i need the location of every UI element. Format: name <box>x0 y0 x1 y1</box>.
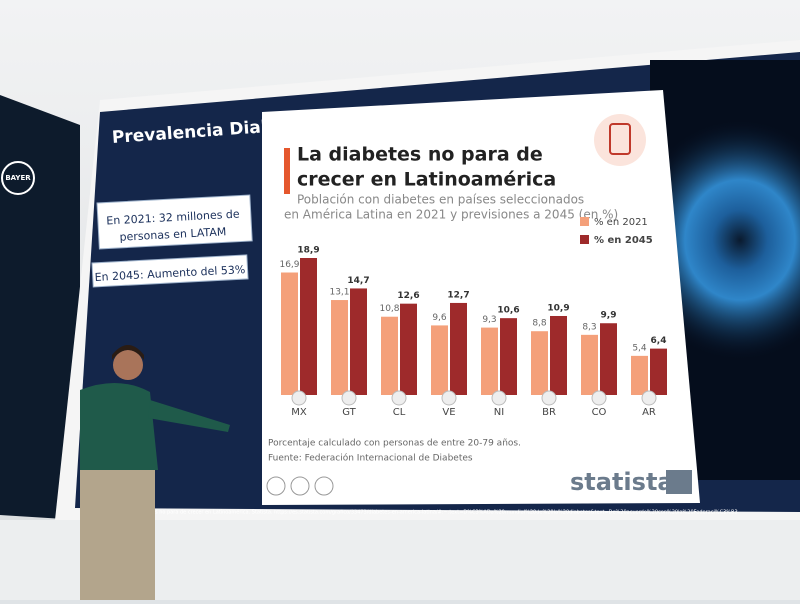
value-label: 18,9 <box>297 246 319 256</box>
bar <box>500 318 517 395</box>
legend-swatch <box>580 235 589 244</box>
bar <box>331 300 348 395</box>
flag <box>391 390 407 406</box>
chart-subtitle: Población con diabetes en países selecci… <box>297 193 584 207</box>
logo: BAYER <box>5 174 31 182</box>
callout-box <box>96 194 253 250</box>
flag <box>291 390 307 406</box>
value-label: 13,1 <box>329 288 349 298</box>
caption: tes no para de crecer en Latinoamérica. … <box>150 509 738 516</box>
icon <box>594 114 646 166</box>
bar <box>481 327 498 395</box>
value-label: 12,6 <box>397 291 419 301</box>
brand: statista <box>570 468 674 496</box>
value-label: 12,7 <box>447 290 469 300</box>
note: Porcentaje calculado con personas de ent… <box>268 439 521 449</box>
bar <box>431 325 448 395</box>
chart-title: La diabetes no para de <box>297 144 543 166</box>
x-tick-label: VE <box>442 407 455 418</box>
bar <box>350 288 367 395</box>
icon <box>609 123 631 155</box>
cc-icon <box>314 476 334 496</box>
x-tick-label: CO <box>592 407 607 418</box>
legend-swatch <box>580 217 589 226</box>
flag <box>441 390 457 406</box>
flag <box>341 390 357 406</box>
bar <box>581 334 598 395</box>
cc-icon <box>266 476 286 496</box>
value-label: 14,7 <box>347 276 369 286</box>
logo-ring <box>1 161 35 195</box>
callout: personas en LATAM <box>119 225 226 244</box>
bar <box>600 323 617 395</box>
bar <box>531 331 548 395</box>
bar <box>400 303 417 395</box>
bar <box>300 258 317 395</box>
chart-card <box>262 90 700 505</box>
bar <box>550 315 567 395</box>
title-accent <box>284 148 290 194</box>
value-label: 8,3 <box>582 322 596 332</box>
value-label: 6,4 <box>651 336 667 346</box>
x-tick-label: MX <box>291 407 307 418</box>
brand-icon <box>666 470 692 494</box>
x-tick-label: NI <box>494 407 504 418</box>
flag <box>541 390 557 406</box>
value-label: 16,9 <box>279 260 299 270</box>
legend-label: % en 2045 <box>594 235 653 246</box>
bar <box>450 302 467 395</box>
callout-box <box>91 254 249 288</box>
x-tick-label: GT <box>342 407 356 418</box>
side-screen <box>0 95 80 520</box>
legend-label: % en 2021 <box>594 217 648 228</box>
bar <box>281 272 298 395</box>
x-tick-label: CL <box>393 407 406 418</box>
bar <box>650 348 667 395</box>
flag <box>491 390 507 406</box>
cc-icon <box>290 476 310 496</box>
value-label: 5,4 <box>632 343 647 353</box>
value-label: 10,9 <box>547 303 569 313</box>
value-label: 9,9 <box>601 311 617 321</box>
bar <box>381 316 398 395</box>
presenter <box>80 345 230 600</box>
value-label: 9,3 <box>482 315 496 325</box>
x-tick-label: BR <box>542 407 556 418</box>
value-label: 8,8 <box>532 319 547 329</box>
bar <box>631 355 648 395</box>
value-label: 10,8 <box>379 304 399 314</box>
chart-subtitle: en América Latina en 2021 y previsiones … <box>284 208 618 222</box>
flag <box>591 390 607 406</box>
flag <box>641 390 657 406</box>
value-label: 10,6 <box>497 306 519 316</box>
value-label: 9,6 <box>432 313 447 323</box>
source: Fuente: Federación Internacional de Diab… <box>268 453 473 464</box>
x-tick-label: AR <box>642 407 656 418</box>
chart-title: crecer en Latinoamérica <box>297 169 556 191</box>
